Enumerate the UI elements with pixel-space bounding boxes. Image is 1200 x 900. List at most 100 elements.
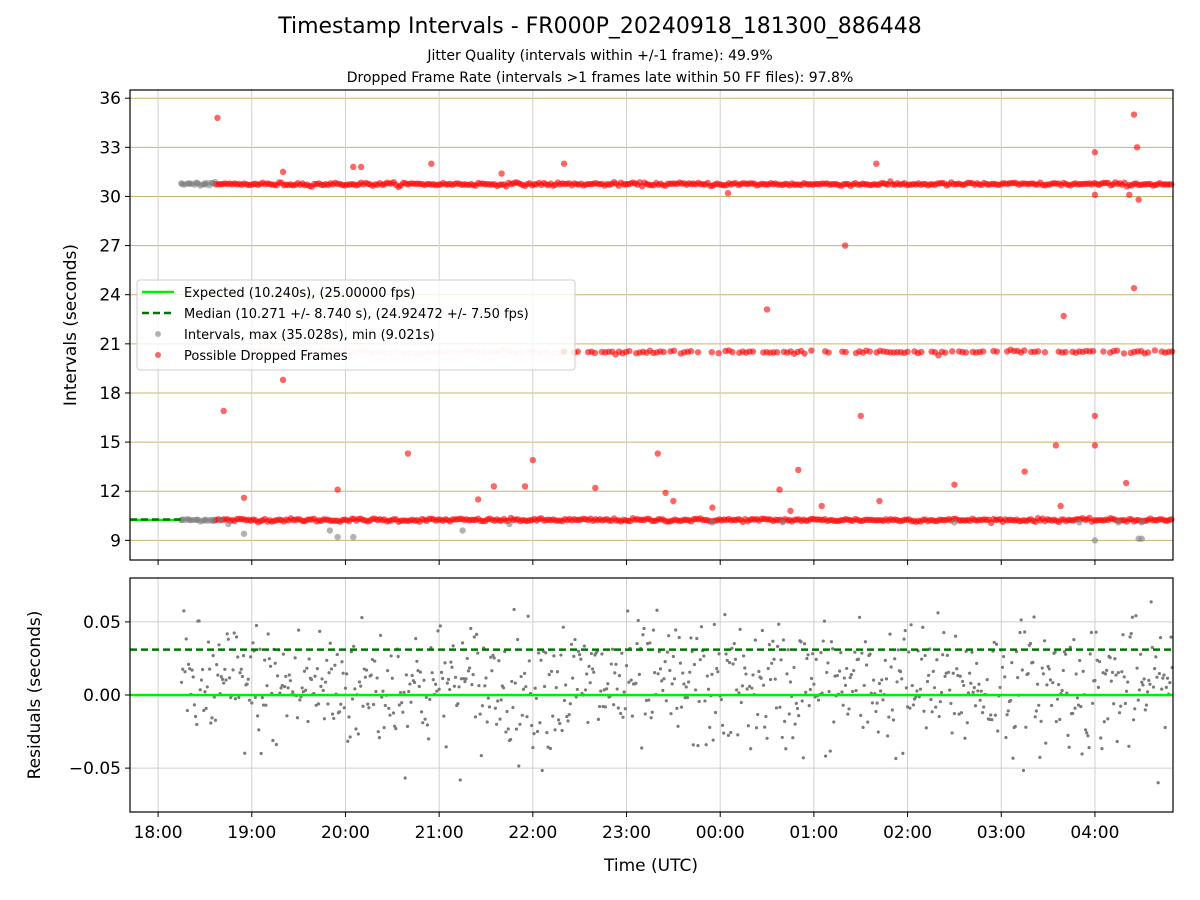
- residual-point: [254, 623, 259, 628]
- residual-point: [948, 688, 952, 692]
- interval-point: [178, 180, 185, 187]
- residual-point: [866, 720, 870, 724]
- residual-point: [538, 721, 542, 725]
- interval-point: [1091, 537, 1099, 544]
- residual-point: [510, 679, 514, 684]
- residual-point: [216, 673, 220, 677]
- residual-point: [925, 679, 930, 684]
- dropped-frame-point: [709, 504, 716, 511]
- residual-point: [1075, 696, 1079, 700]
- residual-point: [441, 676, 445, 681]
- interval-point: [779, 519, 786, 526]
- dropped-frame-point: [857, 412, 864, 420]
- residual-point: [267, 657, 271, 661]
- residual-point: [566, 719, 570, 723]
- residual-point: [412, 680, 417, 685]
- residual-point: [614, 662, 618, 666]
- residual-point: [345, 672, 349, 676]
- residual-point: [226, 637, 230, 641]
- residual-point: [212, 695, 216, 699]
- residual-point: [1124, 689, 1129, 693]
- residual-point: [382, 726, 386, 730]
- interval-point: [186, 516, 193, 524]
- interval-point: [217, 516, 224, 524]
- residual-point: [1004, 735, 1008, 740]
- residual-point: [781, 638, 786, 642]
- residual-point: [530, 723, 534, 728]
- residual-point: [695, 636, 699, 641]
- residual-point: [232, 631, 236, 635]
- residual-point: [870, 701, 875, 705]
- residual-point: [1168, 680, 1172, 685]
- residual-point: [501, 686, 506, 690]
- dropped-point-mid: [1120, 350, 1128, 357]
- residual-point: [364, 668, 369, 672]
- bottom-xtick-label-04:00: 04:00: [1070, 823, 1119, 843]
- bottom-x-axis-label: Time (UTC): [603, 856, 698, 876]
- residual-point: [918, 687, 923, 691]
- residual-point: [1154, 655, 1158, 659]
- residual-point: [989, 713, 993, 717]
- residual-point: [519, 674, 523, 679]
- residual-point: [305, 666, 309, 670]
- residual-point: [694, 688, 698, 692]
- residual-point: [777, 622, 781, 626]
- residual-point: [1009, 698, 1013, 703]
- residual-point: [990, 718, 994, 722]
- bottom-grid: [130, 578, 1173, 812]
- residual-point: [1112, 702, 1116, 706]
- residual-point: [955, 667, 959, 671]
- residual-point: [877, 681, 882, 686]
- residual-point: [1162, 673, 1166, 677]
- residual-point: [307, 657, 311, 661]
- residual-point: [1146, 690, 1150, 694]
- residual-point: [996, 729, 1000, 733]
- residual-point: [513, 681, 517, 685]
- residual-point: [333, 663, 337, 667]
- residual-point: [640, 746, 644, 750]
- dropped-point-mid: [670, 347, 678, 354]
- residual-point: [320, 677, 324, 681]
- residual-point: [730, 646, 734, 650]
- residual-point: [677, 635, 681, 640]
- top-ytick-label-33: 33: [99, 138, 121, 158]
- residual-point: [527, 659, 531, 663]
- residual-point: [684, 685, 688, 689]
- top-grid: [130, 90, 1173, 560]
- top-ytick-label-9: 9: [110, 531, 121, 551]
- dropped-point-mid: [979, 348, 987, 355]
- residual-point: [354, 727, 358, 731]
- residual-point: [1039, 719, 1043, 723]
- residual-point: [327, 671, 331, 675]
- interval-point: [193, 516, 201, 524]
- residual-point: [771, 639, 775, 643]
- residual-point: [655, 608, 659, 612]
- residual-point: [249, 655, 253, 659]
- residual-point: [1050, 703, 1054, 708]
- residual-point: [908, 706, 912, 710]
- residual-point: [298, 698, 302, 702]
- residual-point: [920, 657, 924, 661]
- residual-point: [1081, 669, 1085, 673]
- residual-point: [977, 682, 981, 686]
- residual-point: [609, 662, 613, 666]
- residual-point: [807, 704, 811, 708]
- residual-point: [190, 668, 194, 672]
- residual-point: [879, 689, 883, 693]
- residual-point: [535, 729, 540, 734]
- top-ytick-label-21: 21: [99, 335, 121, 355]
- residual-point: [847, 707, 851, 711]
- residual-point: [1143, 708, 1147, 712]
- residual-point: [271, 738, 275, 743]
- dropped-point-mid: [626, 347, 633, 355]
- dropped-frame-point: [1091, 191, 1099, 199]
- residual-point: [508, 737, 513, 742]
- residual-point: [470, 683, 474, 687]
- residual-point: [193, 714, 198, 719]
- residual-point: [1126, 680, 1130, 684]
- residual-point: [1156, 781, 1160, 785]
- legend-intervals-swatch: [155, 331, 161, 337]
- residual-point: [720, 723, 725, 727]
- residual-point: [800, 699, 804, 703]
- residual-point: [459, 677, 464, 681]
